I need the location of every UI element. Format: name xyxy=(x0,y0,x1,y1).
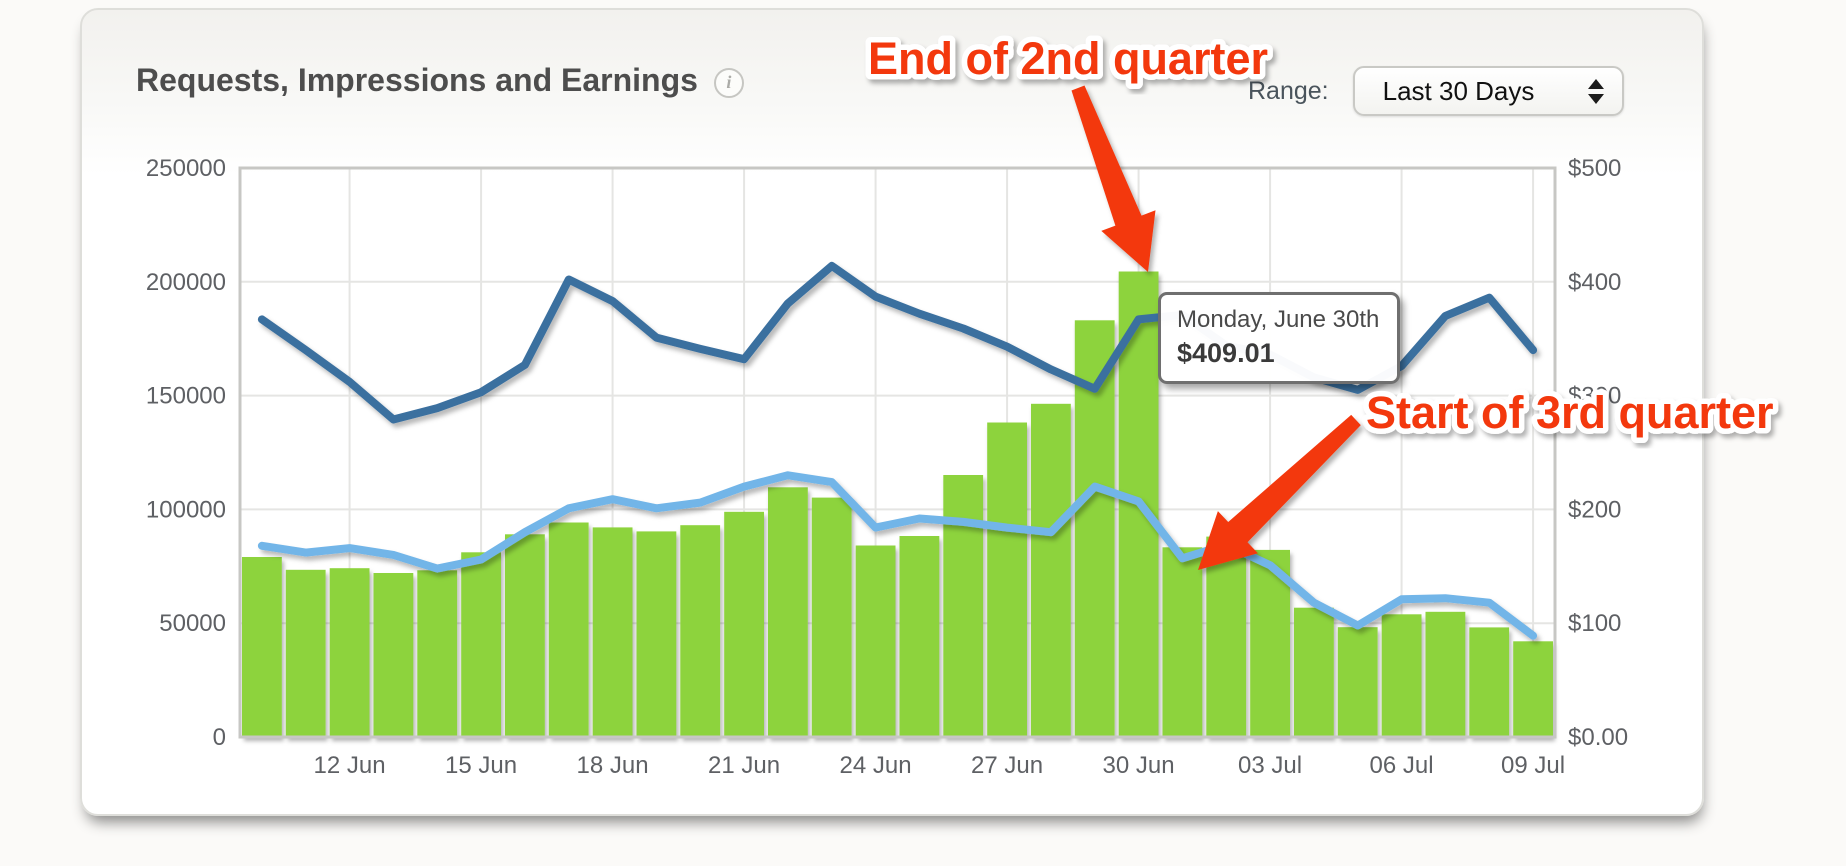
svg-text:100000: 100000 xyxy=(146,496,226,523)
range-select-value: Last 30 Days xyxy=(1382,75,1535,106)
svg-text:09 Jul: 09 Jul xyxy=(1501,752,1565,779)
svg-text:03 Jul: 03 Jul xyxy=(1238,752,1302,779)
page-title: Requests, Impressions and Earnings xyxy=(136,62,698,98)
svg-text:250000: 250000 xyxy=(146,155,226,182)
earnings-bars[interactable] xyxy=(242,271,1553,738)
info-icon-glyph: i xyxy=(726,72,732,92)
range-select[interactable]: Last 30 Days xyxy=(1352,66,1624,116)
hover-tooltip: Monday, June 30th $409.01 xyxy=(1158,292,1401,384)
info-icon[interactable]: i xyxy=(713,67,744,98)
range-label: Range: xyxy=(1248,76,1329,105)
svg-text:18 Jun: 18 Jun xyxy=(577,752,649,779)
svg-text:15 Jun: 15 Jun xyxy=(445,752,517,779)
chart-header: Requests, Impressions and Earnings i xyxy=(136,62,744,99)
svg-text:$500: $500 xyxy=(1568,155,1621,182)
svg-text:0: 0 xyxy=(213,724,226,751)
svg-text:200000: 200000 xyxy=(146,269,226,296)
tooltip-date: Monday, June 30th xyxy=(1177,306,1380,333)
svg-text:21 Jun: 21 Jun xyxy=(708,752,780,779)
select-updown-icon xyxy=(1587,78,1604,104)
svg-text:30 Jun: 30 Jun xyxy=(1103,752,1175,779)
svg-text:12 Jun: 12 Jun xyxy=(314,752,386,779)
impressions-line[interactable] xyxy=(257,471,1538,640)
tooltip-value: $409.01 xyxy=(1177,338,1275,368)
plot-border xyxy=(238,166,1557,739)
svg-text:27 Jun: 27 Jun xyxy=(971,752,1043,779)
svg-text:150000: 150000 xyxy=(146,383,226,410)
svg-text:50000: 50000 xyxy=(159,610,226,637)
svg-text:24 Jun: 24 Jun xyxy=(840,752,912,779)
svg-text:$300: $300 xyxy=(1568,383,1621,410)
svg-text:$200: $200 xyxy=(1568,496,1621,523)
svg-text:$0.00: $0.00 xyxy=(1568,724,1628,751)
svg-text:06 Jul: 06 Jul xyxy=(1370,752,1434,779)
range-control: Range: Last 30 Days xyxy=(1248,66,1624,116)
svg-text:$400: $400 xyxy=(1568,269,1621,296)
y-grid-and-labels: 0 $0.00 50000 $100 100000 $200 150000 $300 20000… xyxy=(146,155,1628,751)
svg-text:$100: $100 xyxy=(1568,610,1621,637)
